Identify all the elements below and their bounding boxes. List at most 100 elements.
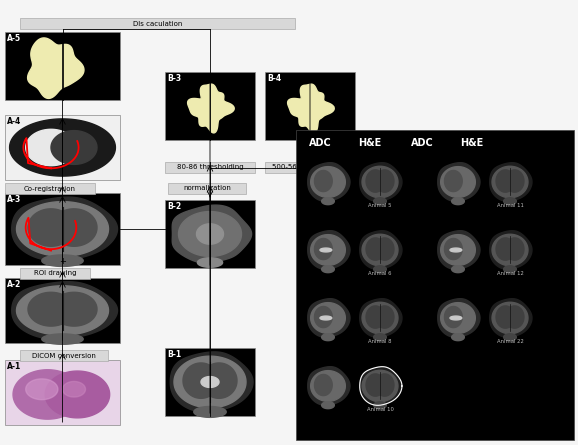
Text: B-2: B-2 [167,202,181,211]
Polygon shape [375,238,394,260]
Polygon shape [188,84,234,133]
Polygon shape [440,166,475,198]
Text: B-1: B-1 [167,350,181,359]
Bar [20,268,90,279]
Text: Animal 6: Animal 6 [368,271,392,276]
Polygon shape [307,163,350,201]
Polygon shape [503,334,516,341]
Text: Co-registration: Co-registration [24,186,76,191]
Bar [168,183,246,194]
Polygon shape [375,306,394,328]
Polygon shape [62,381,86,397]
Polygon shape [366,170,384,192]
Polygon shape [314,170,332,192]
Polygon shape [17,286,109,335]
Polygon shape [505,170,524,192]
Polygon shape [375,170,394,192]
Polygon shape [360,299,402,337]
Polygon shape [505,306,524,328]
Polygon shape [172,205,251,263]
Polygon shape [28,209,74,246]
Bar [165,72,255,140]
Polygon shape [322,198,334,205]
Polygon shape [314,239,332,259]
Polygon shape [362,302,398,334]
Bar [165,162,255,173]
Polygon shape [322,402,334,409]
Polygon shape [322,334,334,341]
Text: Animal 12: Animal 12 [497,271,524,276]
Polygon shape [171,352,253,412]
Text: B-3: B-3 [167,74,181,83]
Polygon shape [311,166,345,198]
Polygon shape [373,402,386,409]
Bar [20,350,108,361]
Polygon shape [314,307,332,328]
Polygon shape [13,370,82,419]
Bar [5,183,95,194]
Polygon shape [320,248,332,252]
Bar [165,200,255,268]
Polygon shape [438,163,480,201]
Polygon shape [440,303,475,333]
Polygon shape [496,238,514,260]
Text: DIs caculation: DIs caculation [133,20,182,27]
Polygon shape [12,197,117,261]
Polygon shape [492,302,528,334]
Polygon shape [51,292,97,326]
Text: 80-86 thresholding: 80-86 thresholding [177,165,243,170]
Polygon shape [496,306,514,328]
Polygon shape [311,235,345,265]
Text: +: + [59,257,66,266]
Polygon shape [450,248,462,252]
Polygon shape [360,231,402,269]
Polygon shape [179,211,242,256]
Polygon shape [198,258,223,267]
Bar [5,32,120,100]
Polygon shape [307,231,350,269]
Bar [5,193,120,265]
Polygon shape [51,209,97,246]
Bar [265,162,355,173]
Polygon shape [307,299,350,337]
Polygon shape [25,379,58,400]
Polygon shape [311,303,345,333]
Polygon shape [174,356,246,408]
Polygon shape [288,84,334,133]
Bar [20,18,295,29]
Polygon shape [366,238,384,260]
Bar [265,72,355,140]
Polygon shape [197,224,224,244]
Polygon shape [25,129,76,166]
Polygon shape [366,374,384,396]
Polygon shape [322,266,334,273]
Polygon shape [373,334,386,341]
Polygon shape [311,371,345,401]
Polygon shape [451,334,464,341]
Polygon shape [42,334,83,344]
Polygon shape [183,363,219,398]
Text: B-4: B-4 [267,74,281,83]
Polygon shape [444,170,462,192]
Polygon shape [490,163,532,201]
Text: A-3: A-3 [7,195,21,204]
Polygon shape [450,316,462,320]
Text: A-5: A-5 [7,34,21,43]
Text: ROI drawing: ROI drawing [34,271,76,276]
Polygon shape [444,239,462,259]
Polygon shape [45,371,110,418]
Text: normalization: normalization [183,186,231,191]
Polygon shape [194,406,226,417]
Polygon shape [373,266,386,273]
Polygon shape [51,130,97,164]
Polygon shape [28,292,74,326]
Text: ADC: ADC [410,138,434,148]
Polygon shape [10,119,116,176]
Bar [165,348,255,416]
Polygon shape [490,299,532,337]
Polygon shape [360,367,402,405]
Polygon shape [366,306,384,328]
Polygon shape [373,198,386,205]
Polygon shape [496,170,514,192]
Polygon shape [438,299,480,337]
